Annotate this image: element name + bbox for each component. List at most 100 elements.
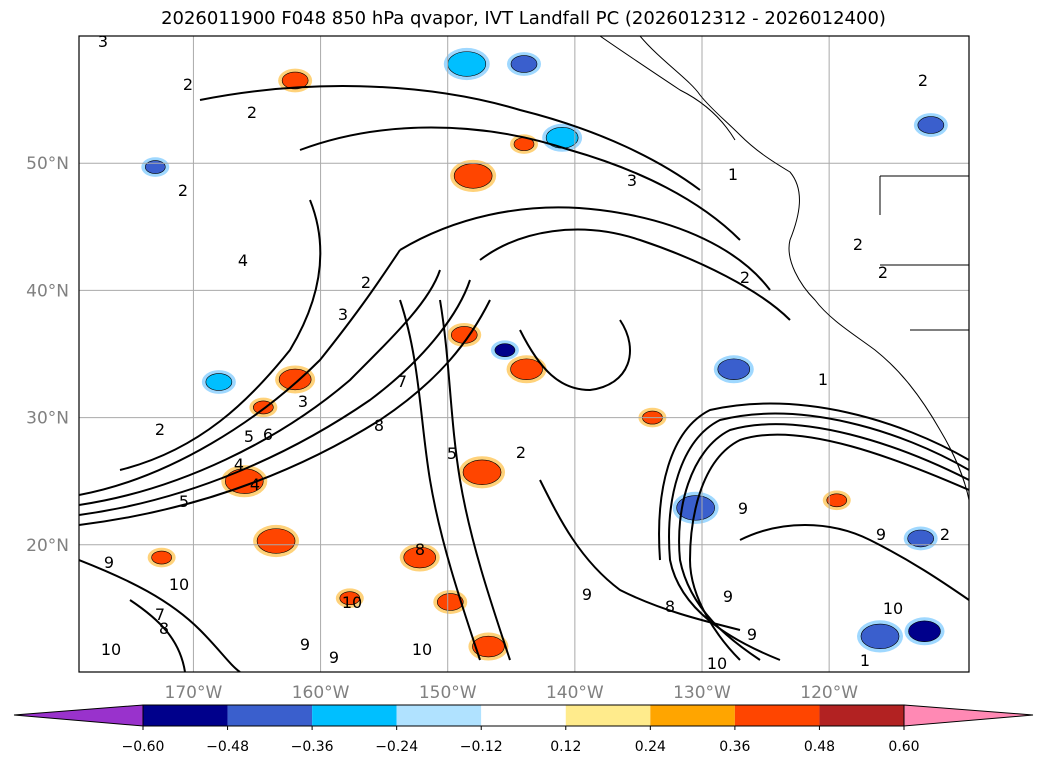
plot-frame bbox=[78, 35, 970, 673]
inland-border bbox=[879, 175, 969, 331]
lon-tick-label: 170°W bbox=[165, 683, 223, 703]
coastline-alaska bbox=[639, 36, 969, 501]
qvapor-blob bbox=[917, 116, 945, 134]
contour-value-label: 3 bbox=[338, 305, 348, 324]
latitude-tick-labels: 20°N 30°N 40°N 50°N bbox=[26, 154, 69, 556]
contour-line bbox=[199, 85, 701, 191]
lat-tick-label: 40°N bbox=[26, 281, 69, 301]
contour-value-label: 5 bbox=[244, 427, 254, 446]
contour-value-label: 10 bbox=[342, 593, 362, 612]
chart-title: 2026011900 F048 850 hPa qvapor, IVT Land… bbox=[161, 8, 886, 29]
qvapor-blob bbox=[510, 358, 543, 380]
contour-value-label: 9 bbox=[723, 587, 733, 606]
lat-tick-label: 30°N bbox=[26, 409, 69, 429]
contour-value-label: 8 bbox=[665, 597, 675, 616]
contour-value-label: 10 bbox=[169, 575, 189, 594]
contour-value-label: 2 bbox=[155, 420, 165, 439]
colorbar-tick-label: −0.12 bbox=[460, 739, 503, 755]
colorbar-tick-label: −0.60 bbox=[122, 739, 165, 755]
contour-value-label: 5 bbox=[447, 444, 457, 463]
qvapor-blob bbox=[494, 343, 516, 357]
colorbar-segment bbox=[819, 705, 904, 726]
lon-tick-label: 120°W bbox=[800, 683, 858, 703]
contour-value-label: 7 bbox=[155, 605, 165, 624]
colorbar-tick-label: 0.12 bbox=[550, 739, 581, 755]
colorbar-segment bbox=[481, 705, 566, 726]
qvapor-blob bbox=[447, 51, 487, 77]
coastline-layer bbox=[599, 36, 969, 501]
contour-value-label: 6 bbox=[263, 425, 273, 444]
contour-line bbox=[539, 479, 741, 631]
qvapor-blob bbox=[826, 493, 848, 508]
contour-line bbox=[79, 269, 441, 506]
qvapor-blob bbox=[256, 528, 296, 554]
qvapor-blob bbox=[339, 591, 361, 606]
contour-value-label: 2 bbox=[878, 263, 888, 282]
contour-value-label: 8 bbox=[374, 416, 384, 435]
contour-value-label: 8 bbox=[159, 619, 169, 638]
colorbar-segment bbox=[396, 705, 482, 726]
qvapor-blob bbox=[144, 160, 166, 174]
colorbar-extend-high bbox=[903, 704, 1034, 727]
contour-line bbox=[668, 412, 969, 661]
contour-value-label: 3 bbox=[98, 32, 108, 51]
contour-line bbox=[399, 206, 771, 291]
contour-value-label: 2 bbox=[247, 103, 257, 122]
contour-value-label: 9 bbox=[582, 585, 592, 604]
contour-value-label: 10 bbox=[412, 640, 432, 659]
qvapor-blob bbox=[462, 459, 502, 485]
contour-value-label: 3 bbox=[627, 171, 637, 190]
contour-line bbox=[439, 299, 511, 661]
colorbar-segment bbox=[650, 705, 735, 726]
colorbar-frame bbox=[142, 704, 905, 727]
graticule bbox=[79, 36, 969, 672]
lon-tick-label: 150°W bbox=[419, 683, 477, 703]
contour-line bbox=[129, 599, 186, 672]
colorbar-tick-label: 0.48 bbox=[804, 739, 835, 755]
contour-value-label: 10 bbox=[707, 654, 727, 673]
contour-value-label: 9 bbox=[876, 525, 886, 544]
colorbar-segment bbox=[565, 705, 651, 726]
contour-value-label: 9 bbox=[738, 499, 748, 518]
contour-line bbox=[739, 524, 969, 601]
longitude-tick-labels: 170°W 160°W 150°W 140°W 130°W 120°W bbox=[165, 683, 859, 703]
contour-value-label: 10 bbox=[101, 640, 121, 659]
contour-value-label: 3 bbox=[298, 392, 308, 411]
lon-tick-label: 140°W bbox=[546, 683, 604, 703]
contour-line bbox=[658, 402, 969, 561]
coastline-bc bbox=[599, 36, 736, 141]
contour-line bbox=[678, 423, 969, 661]
qvapor-blob bbox=[907, 529, 934, 548]
contour-line bbox=[79, 249, 401, 496]
contour-line bbox=[79, 559, 241, 672]
contour-value-label: 8 bbox=[415, 540, 425, 559]
contour-line bbox=[479, 228, 791, 321]
qvapor-blob bbox=[278, 368, 312, 391]
contour-value-label: 1 bbox=[818, 370, 828, 389]
contour-value-label: 9 bbox=[104, 553, 114, 572]
contour-value-label: 2 bbox=[740, 268, 750, 287]
qvapor-blob bbox=[436, 593, 464, 611]
colorbar-segment bbox=[227, 705, 313, 726]
qvapor-fill-layer bbox=[141, 47, 948, 661]
contour-line bbox=[688, 433, 969, 661]
qvapor-blob bbox=[281, 71, 309, 90]
contour-value-label: 2 bbox=[918, 71, 928, 90]
contour-line bbox=[299, 126, 741, 241]
ivt-contour-layer bbox=[79, 85, 969, 672]
contour-value-label: 1 bbox=[728, 165, 738, 184]
qvapor-blob bbox=[151, 550, 172, 565]
qvapor-blob bbox=[510, 55, 538, 73]
qvapor-blob bbox=[403, 546, 437, 569]
contour-value-label: 7 bbox=[397, 372, 407, 391]
contour-line bbox=[119, 199, 322, 471]
qvapor-blob bbox=[453, 163, 493, 189]
lon-tick-label: 160°W bbox=[292, 683, 350, 703]
qvapor-blob bbox=[472, 635, 505, 658]
colorbar-tick-label: 0.36 bbox=[719, 739, 750, 755]
colorbar-segment bbox=[312, 705, 397, 726]
contour-value-label: 2 bbox=[183, 75, 193, 94]
lat-tick-label: 20°N bbox=[26, 536, 69, 556]
qvapor-blob bbox=[908, 620, 941, 642]
